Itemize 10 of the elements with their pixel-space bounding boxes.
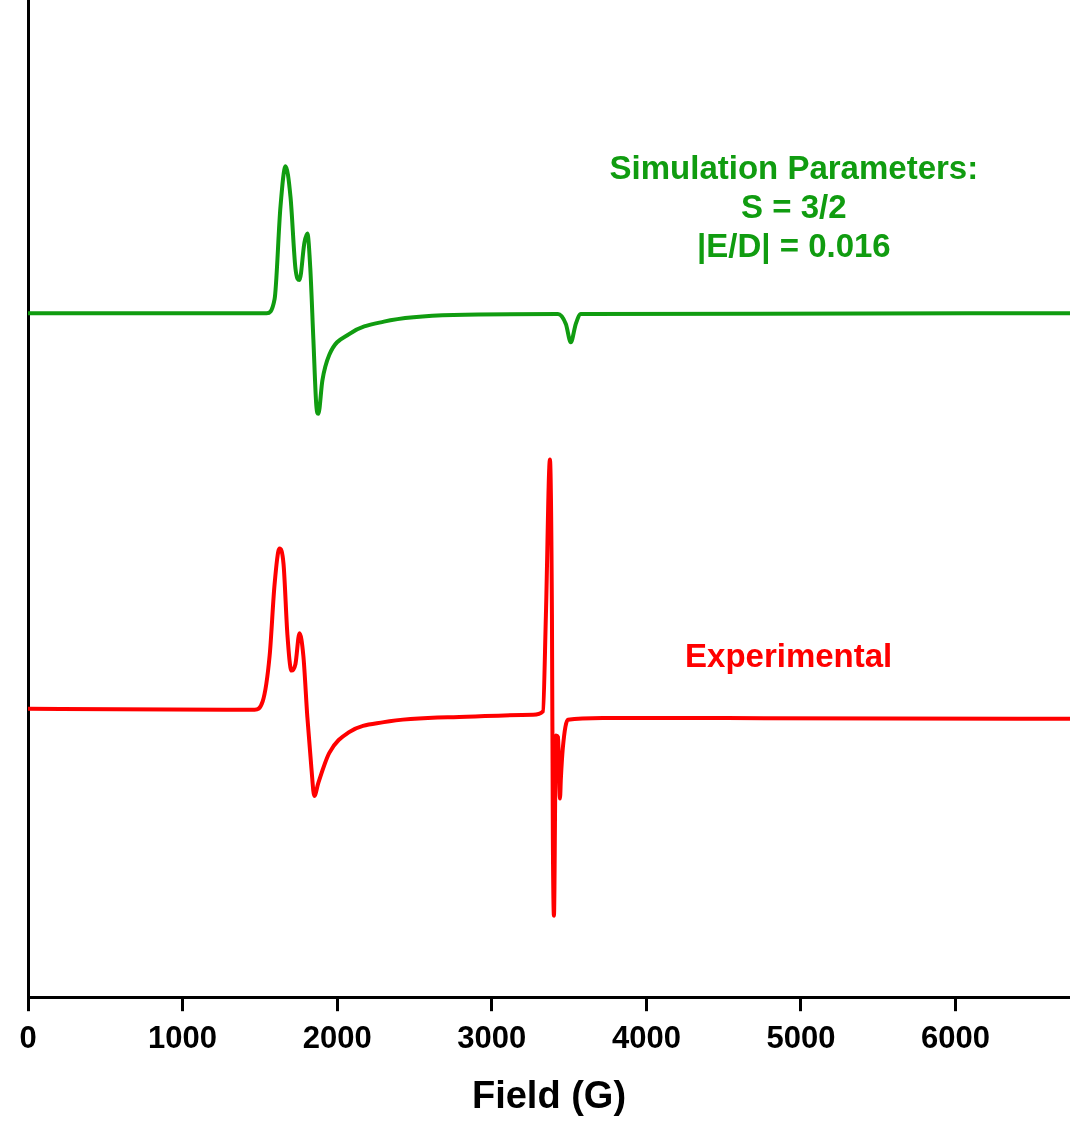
x-tick-label: 6000	[921, 1020, 991, 1056]
x-tick-label: 0	[19, 1020, 37, 1056]
series-label: Experimental	[685, 637, 893, 675]
x-tick-label: 3000	[457, 1020, 527, 1056]
x-tick-label: 2000	[302, 1020, 372, 1056]
x-axis-title: Field (G)	[471, 1073, 627, 1116]
series-label: Simulation Parameters: S = 3/2 |E/D| = 0.016	[609, 148, 979, 264]
x-tick-label: 4000	[611, 1020, 681, 1056]
x-tick-label: 1000	[148, 1020, 218, 1056]
x-tick-label: 5000	[766, 1020, 836, 1056]
